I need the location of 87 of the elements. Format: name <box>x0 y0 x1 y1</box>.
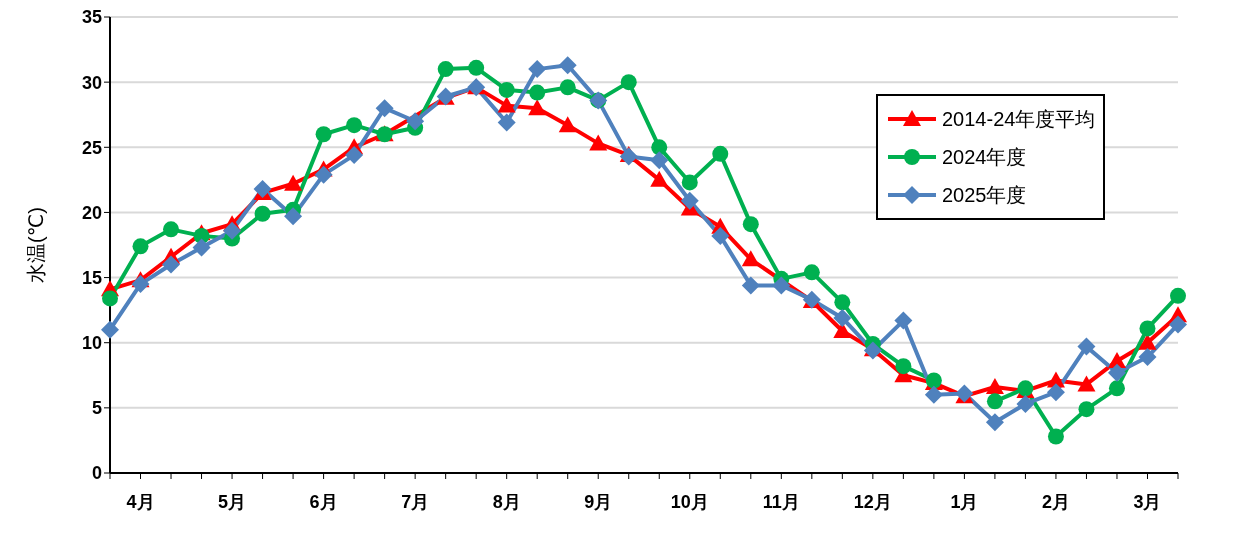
point <box>742 216 759 233</box>
point <box>985 413 1004 432</box>
point <box>1077 337 1096 356</box>
point <box>895 358 912 375</box>
y-tick-label: 25 <box>81 137 102 158</box>
y-tick-label: 5 <box>91 398 102 419</box>
point <box>406 112 425 131</box>
point <box>131 275 150 294</box>
x-tick-label: 2月 <box>1041 491 1070 512</box>
point <box>162 255 181 274</box>
point <box>163 221 180 238</box>
point <box>1077 375 1096 392</box>
point <box>924 385 943 404</box>
y-tick-label: 0 <box>91 463 102 484</box>
point <box>314 165 333 184</box>
point <box>833 308 852 327</box>
point <box>497 113 516 132</box>
legend-label: 2025年度 <box>942 182 1027 208</box>
point <box>741 276 760 295</box>
point <box>497 96 516 113</box>
x-tick-label: 3月 <box>1133 491 1162 512</box>
point <box>284 174 303 191</box>
point <box>223 221 242 240</box>
point <box>741 250 760 267</box>
point <box>681 174 698 191</box>
point <box>589 134 608 151</box>
point <box>101 320 119 339</box>
point <box>315 126 332 143</box>
point <box>1047 428 1064 445</box>
point <box>650 151 669 170</box>
legend-label: 2014-24年度平均 <box>942 106 1096 132</box>
y-tick-label: 20 <box>81 202 102 223</box>
x-tick-label: 10月 <box>670 491 709 512</box>
point <box>1046 383 1065 402</box>
point <box>132 238 149 255</box>
point <box>253 179 272 198</box>
y-tick-label: 30 <box>81 72 102 93</box>
point <box>1139 320 1156 337</box>
point <box>346 117 363 134</box>
point <box>1138 348 1157 367</box>
point <box>1016 394 1035 413</box>
point <box>345 146 364 165</box>
point <box>254 205 271 222</box>
x-tick-label: 6月 <box>309 491 338 512</box>
point <box>468 59 485 76</box>
x-tick-label: 5月 <box>218 491 247 512</box>
point <box>985 378 1004 395</box>
y-tick-label: 35 <box>81 7 102 28</box>
x-tick-label: 7月 <box>401 491 430 512</box>
point <box>650 170 669 187</box>
point <box>772 276 791 295</box>
point <box>528 60 547 79</box>
x-tick-label: 12月 <box>853 491 892 512</box>
x-tick-label: 8月 <box>492 491 521 512</box>
point <box>986 393 1003 410</box>
x-tick-label: 11月 <box>762 491 800 512</box>
legend-label: 2024年度 <box>942 144 1027 170</box>
x-tick-label: 9月 <box>584 491 613 512</box>
point <box>712 145 729 162</box>
point <box>651 139 668 156</box>
point <box>528 99 547 116</box>
x-tick-label: 4月 <box>126 491 155 512</box>
point <box>529 84 546 101</box>
point <box>1078 401 1095 418</box>
x-tick-label: 1月 <box>950 491 979 512</box>
point <box>284 207 303 226</box>
y-tick-label: 15 <box>81 267 102 288</box>
point <box>1108 380 1125 397</box>
point <box>894 311 913 330</box>
point <box>498 81 515 98</box>
point <box>437 61 454 78</box>
point <box>375 99 394 118</box>
point <box>1107 363 1126 382</box>
point <box>558 116 577 133</box>
point <box>192 238 211 257</box>
point <box>711 226 730 245</box>
point <box>559 79 576 96</box>
point <box>102 290 118 307</box>
point <box>620 74 637 91</box>
point <box>834 294 851 311</box>
point <box>1169 315 1187 334</box>
y-tick-label: 10 <box>81 333 102 354</box>
point <box>803 264 820 281</box>
point <box>1170 287 1186 304</box>
point <box>558 56 577 75</box>
y-axis-title: 水温(℃) <box>25 207 48 283</box>
point <box>680 191 699 210</box>
